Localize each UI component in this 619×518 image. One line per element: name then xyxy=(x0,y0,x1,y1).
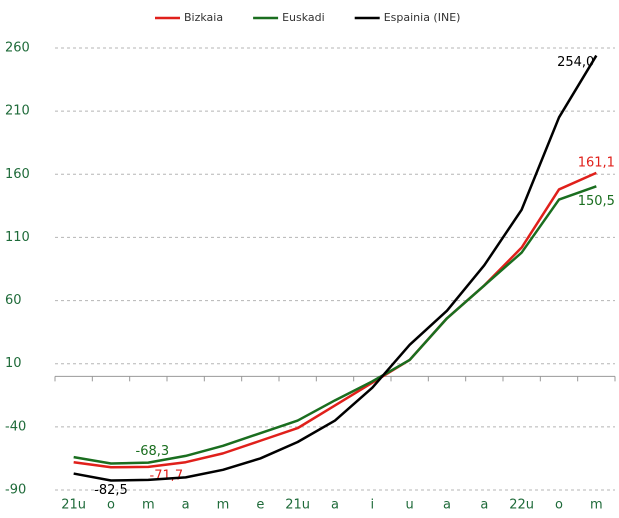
x-tick-label: a xyxy=(480,498,488,513)
value-label: -68,3 xyxy=(136,444,170,459)
legend-label: Bizkaia xyxy=(184,11,223,24)
value-label: -71,7 xyxy=(150,468,184,483)
x-tick-label: 21u xyxy=(61,498,86,513)
value-label: 161,1 xyxy=(578,155,615,170)
value-label: -82,5 xyxy=(94,483,128,498)
x-tick-label: 22u xyxy=(509,498,534,513)
value-label: 150,5 xyxy=(578,194,615,209)
legend-label: Euskadi xyxy=(282,11,325,24)
x-tick-label: a xyxy=(443,498,451,513)
x-tick-label: u xyxy=(406,498,414,513)
x-tick-label: o xyxy=(107,498,115,513)
y-tick-label: 10 xyxy=(5,356,22,371)
y-tick-label: -90 xyxy=(5,483,26,498)
y-tick-label: 160 xyxy=(5,167,30,182)
series-line xyxy=(73,54,598,482)
x-tick-label: o xyxy=(555,498,563,513)
y-tick-label: 60 xyxy=(5,293,22,308)
value-label: 254,0 xyxy=(557,55,594,70)
x-tick-label: 21u xyxy=(285,498,310,513)
x-tick-label: a xyxy=(182,498,190,513)
legend-label: Espainia (INE) xyxy=(384,11,461,24)
y-tick-label: 110 xyxy=(5,230,30,245)
series-line xyxy=(73,171,597,469)
series-line xyxy=(73,185,597,465)
x-tick-label: m xyxy=(142,498,155,513)
x-tick-label: e xyxy=(256,498,264,513)
x-tick-label: m xyxy=(217,498,230,513)
y-tick-label: 210 xyxy=(5,104,30,119)
x-tick-label: m xyxy=(590,498,603,513)
x-tick-label: i xyxy=(371,498,375,513)
y-tick-label: 260 xyxy=(5,41,30,56)
y-tick-label: -40 xyxy=(5,419,26,434)
x-tick-label: a xyxy=(331,498,339,513)
